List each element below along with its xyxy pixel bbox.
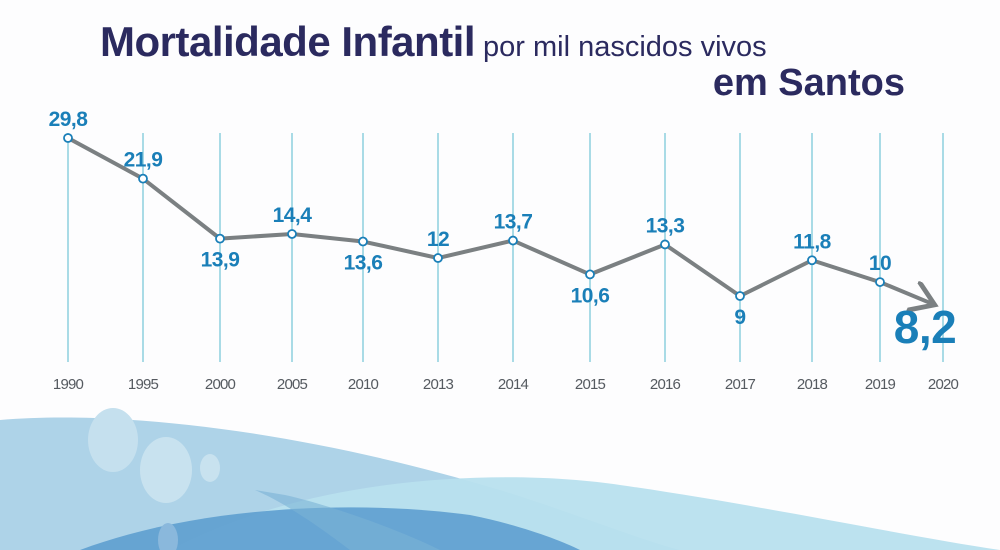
- data-label: 13,3: [646, 214, 685, 237]
- data-label: 11,8: [793, 230, 832, 253]
- x-tick-label: 2010: [348, 376, 379, 393]
- data-label: 8,2: [894, 301, 956, 353]
- wave-overlap: [255, 490, 440, 550]
- x-tick-label: 1995: [128, 376, 159, 393]
- data-label: 10: [869, 252, 891, 275]
- data-label: 12: [427, 228, 449, 251]
- data-label: 13,9: [201, 249, 240, 272]
- chart-title: Mortalidade Infantil por mil nascidos viv…: [100, 18, 767, 66]
- data-point: [215, 233, 225, 244]
- data-label: 14,4: [273, 204, 313, 227]
- data-point: [585, 269, 595, 280]
- data-point: [138, 173, 148, 184]
- data-label: 29,8: [49, 108, 89, 131]
- title-main: Mortalidade Infantil: [100, 18, 476, 65]
- data-label: 21,9: [124, 149, 163, 172]
- data-label: 10,6: [571, 284, 610, 307]
- data-label: 13,7: [494, 211, 533, 234]
- bubble: [88, 408, 138, 472]
- bubble: [158, 523, 178, 550]
- data-point: [660, 239, 670, 250]
- x-tick-label: 2018: [797, 376, 828, 393]
- data-point: [63, 133, 73, 143]
- bubble: [140, 437, 192, 503]
- data-point: [287, 229, 297, 239]
- bubble: [200, 454, 220, 482]
- data-point: [735, 291, 745, 301]
- data-point: [358, 236, 368, 247]
- data-point: [433, 253, 443, 263]
- data-label: 13,6: [344, 252, 383, 275]
- x-tick-label: 2015: [575, 376, 606, 393]
- x-tick-label: 2005: [277, 376, 308, 393]
- x-tick-label: 2020: [928, 376, 959, 393]
- data-point: [807, 255, 817, 266]
- x-tick-label: 2000: [205, 376, 236, 393]
- x-tick-label: 1990: [53, 376, 84, 393]
- x-tick-label: 2014: [498, 376, 529, 393]
- data-label: 9: [734, 306, 745, 329]
- title-city: em Santos: [712, 62, 905, 104]
- title-subtitle: por mil nascidos vivos: [483, 31, 767, 63]
- x-tick-label: 2019: [865, 376, 896, 393]
- x-tick-label: 2016: [650, 376, 681, 393]
- data-point: [875, 277, 885, 287]
- x-tick-label: 2013: [423, 376, 454, 393]
- x-tick-label: 2017: [725, 376, 756, 393]
- data-point: [508, 235, 518, 246]
